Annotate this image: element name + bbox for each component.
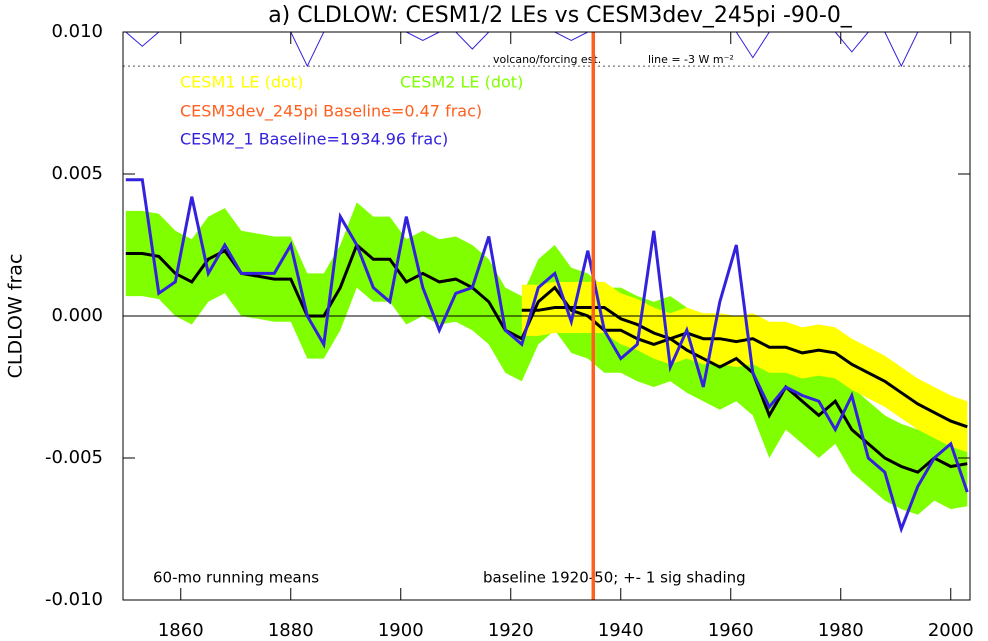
series-line	[125, 178, 969, 534]
y-tick-label: 0.005	[51, 163, 103, 184]
x-tick-label: 1980	[818, 620, 864, 641]
legend-entry: CESM2 LE (dot)	[400, 73, 523, 92]
x-tick-label: 1900	[378, 620, 424, 641]
y-tick-label: -0.010	[45, 589, 103, 610]
x-tick-label: 1920	[488, 620, 534, 641]
ensemble-mean-line	[125, 242, 968, 474]
chart-title: a) CLDLOW: CESM1/2 LEs vs CESM3dev_245pi…	[268, 3, 853, 28]
x-tick-label: 1940	[598, 620, 644, 641]
legend-entry: CESM3dev_245pi Baseline=0.47 frac)	[180, 102, 482, 122]
sigma-band	[125, 202, 968, 515]
y-tick-label: 0.010	[51, 21, 103, 42]
y-tick-label: -0.005	[45, 447, 103, 468]
forcing-line-label: line = -3 W m⁻²	[648, 53, 734, 66]
ensemble-mean-line	[521, 306, 968, 429]
y-axis-label: CLDLOW frac	[5, 254, 27, 379]
forcing-label: volcano/forcing est.	[493, 53, 601, 66]
legend-entry: CESM2_1 Baseline=1934.96 frac)	[180, 130, 448, 150]
x-tick-label: 1860	[158, 620, 204, 641]
annotation: baseline 1920-50; +- 1 sig shading	[483, 569, 746, 587]
y-tick-label: 0.000	[51, 305, 103, 326]
annotation: 60-mo running means	[153, 569, 319, 587]
x-tick-label: 2000	[928, 620, 974, 641]
x-tick-label: 1960	[708, 620, 754, 641]
legend-entry: CESM1 LE (dot)	[180, 73, 303, 92]
x-tick-label: 1880	[268, 620, 314, 641]
